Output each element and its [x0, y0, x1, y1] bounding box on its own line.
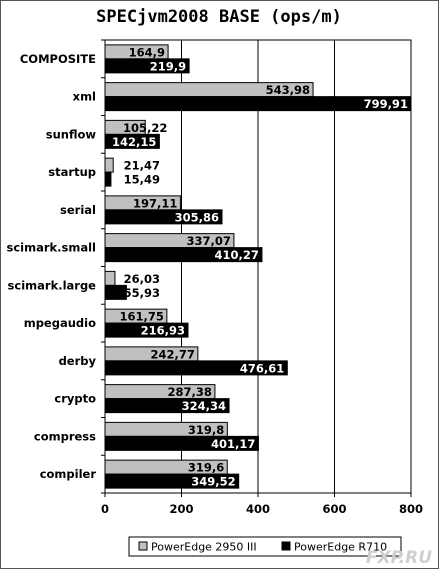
bar-poweredge-r710	[104, 247, 263, 263]
x-tick-label: 0	[101, 502, 109, 516]
value-label: 161,75	[119, 310, 163, 324]
value-label: 15,49	[124, 173, 160, 187]
x-tick-label: 400	[246, 502, 270, 516]
value-label: 319,8	[188, 423, 224, 437]
category-label: COMPOSITE	[20, 52, 96, 66]
category-label: mpegaudio	[24, 316, 96, 330]
bar-poweredge-r710	[104, 322, 189, 338]
bar-poweredge-r710	[104, 435, 259, 451]
category-label: crypto	[54, 392, 96, 406]
category-label: scimark.small	[6, 241, 96, 255]
value-label: 21,47	[124, 159, 160, 173]
value-label: 55,93	[124, 286, 160, 300]
x-tick-label: 200	[169, 502, 193, 516]
value-label: 337,07	[187, 234, 231, 248]
legend-swatch	[138, 541, 148, 551]
category-label: compiler	[40, 467, 97, 481]
value-label: 305,86	[175, 210, 219, 224]
legend	[128, 536, 402, 557]
value-label: 105,22	[123, 121, 167, 135]
bar-poweredge-r710	[104, 171, 112, 187]
value-label: 319,6	[188, 461, 224, 475]
watermark-logo: FXP.RU	[366, 548, 432, 568]
bar-poweredge-r710	[104, 58, 190, 74]
value-label: 287,38	[168, 385, 212, 399]
value-label: 799,91	[364, 97, 408, 111]
bar-poweredge-2950-iii	[104, 157, 114, 173]
legend-swatch	[281, 541, 291, 551]
category-label: xml	[73, 90, 96, 104]
legend-entry: PowerEdge 2950 III	[151, 541, 257, 554]
value-label: 216,93	[141, 324, 185, 338]
chart-title: SPECjvm2008 BASE (ops/m)	[96, 7, 342, 27]
bar-poweredge-r710	[104, 209, 223, 225]
bar-poweredge-r710	[104, 284, 127, 300]
value-label: 142,15	[112, 135, 156, 149]
value-label: 26,03	[124, 272, 160, 286]
value-label: 349,52	[191, 475, 235, 489]
category-label: sunflow	[46, 127, 97, 141]
bar-poweredge-r710	[104, 133, 160, 149]
value-label: 401,17	[211, 437, 255, 451]
value-label: 164,9	[129, 45, 165, 59]
bar-poweredge-r710	[104, 473, 240, 489]
value-label: 543,98	[266, 83, 310, 97]
bar-poweredge-r710	[104, 360, 288, 376]
value-label: 324,34	[182, 399, 226, 413]
category-label: compress	[34, 429, 96, 443]
legend-entry: PowerEdge R710	[294, 541, 387, 554]
category-label: startup	[48, 165, 96, 179]
category-label: derby	[59, 354, 97, 368]
x-tick-label: 800	[399, 502, 423, 516]
category-label: serial	[60, 203, 96, 217]
bar-poweredge-r710	[104, 96, 412, 112]
bar-poweredge-r710	[104, 398, 230, 414]
value-label: 242,77	[150, 347, 194, 361]
category-label: scimark.large	[8, 278, 97, 292]
value-label: 476,61	[240, 361, 284, 375]
bar-poweredge-2950-iii	[104, 270, 116, 286]
value-label: 219,9	[150, 59, 186, 73]
value-label: 197,11	[133, 196, 177, 210]
x-tick-label: 600	[322, 502, 346, 516]
value-label: 410,27	[215, 248, 259, 262]
